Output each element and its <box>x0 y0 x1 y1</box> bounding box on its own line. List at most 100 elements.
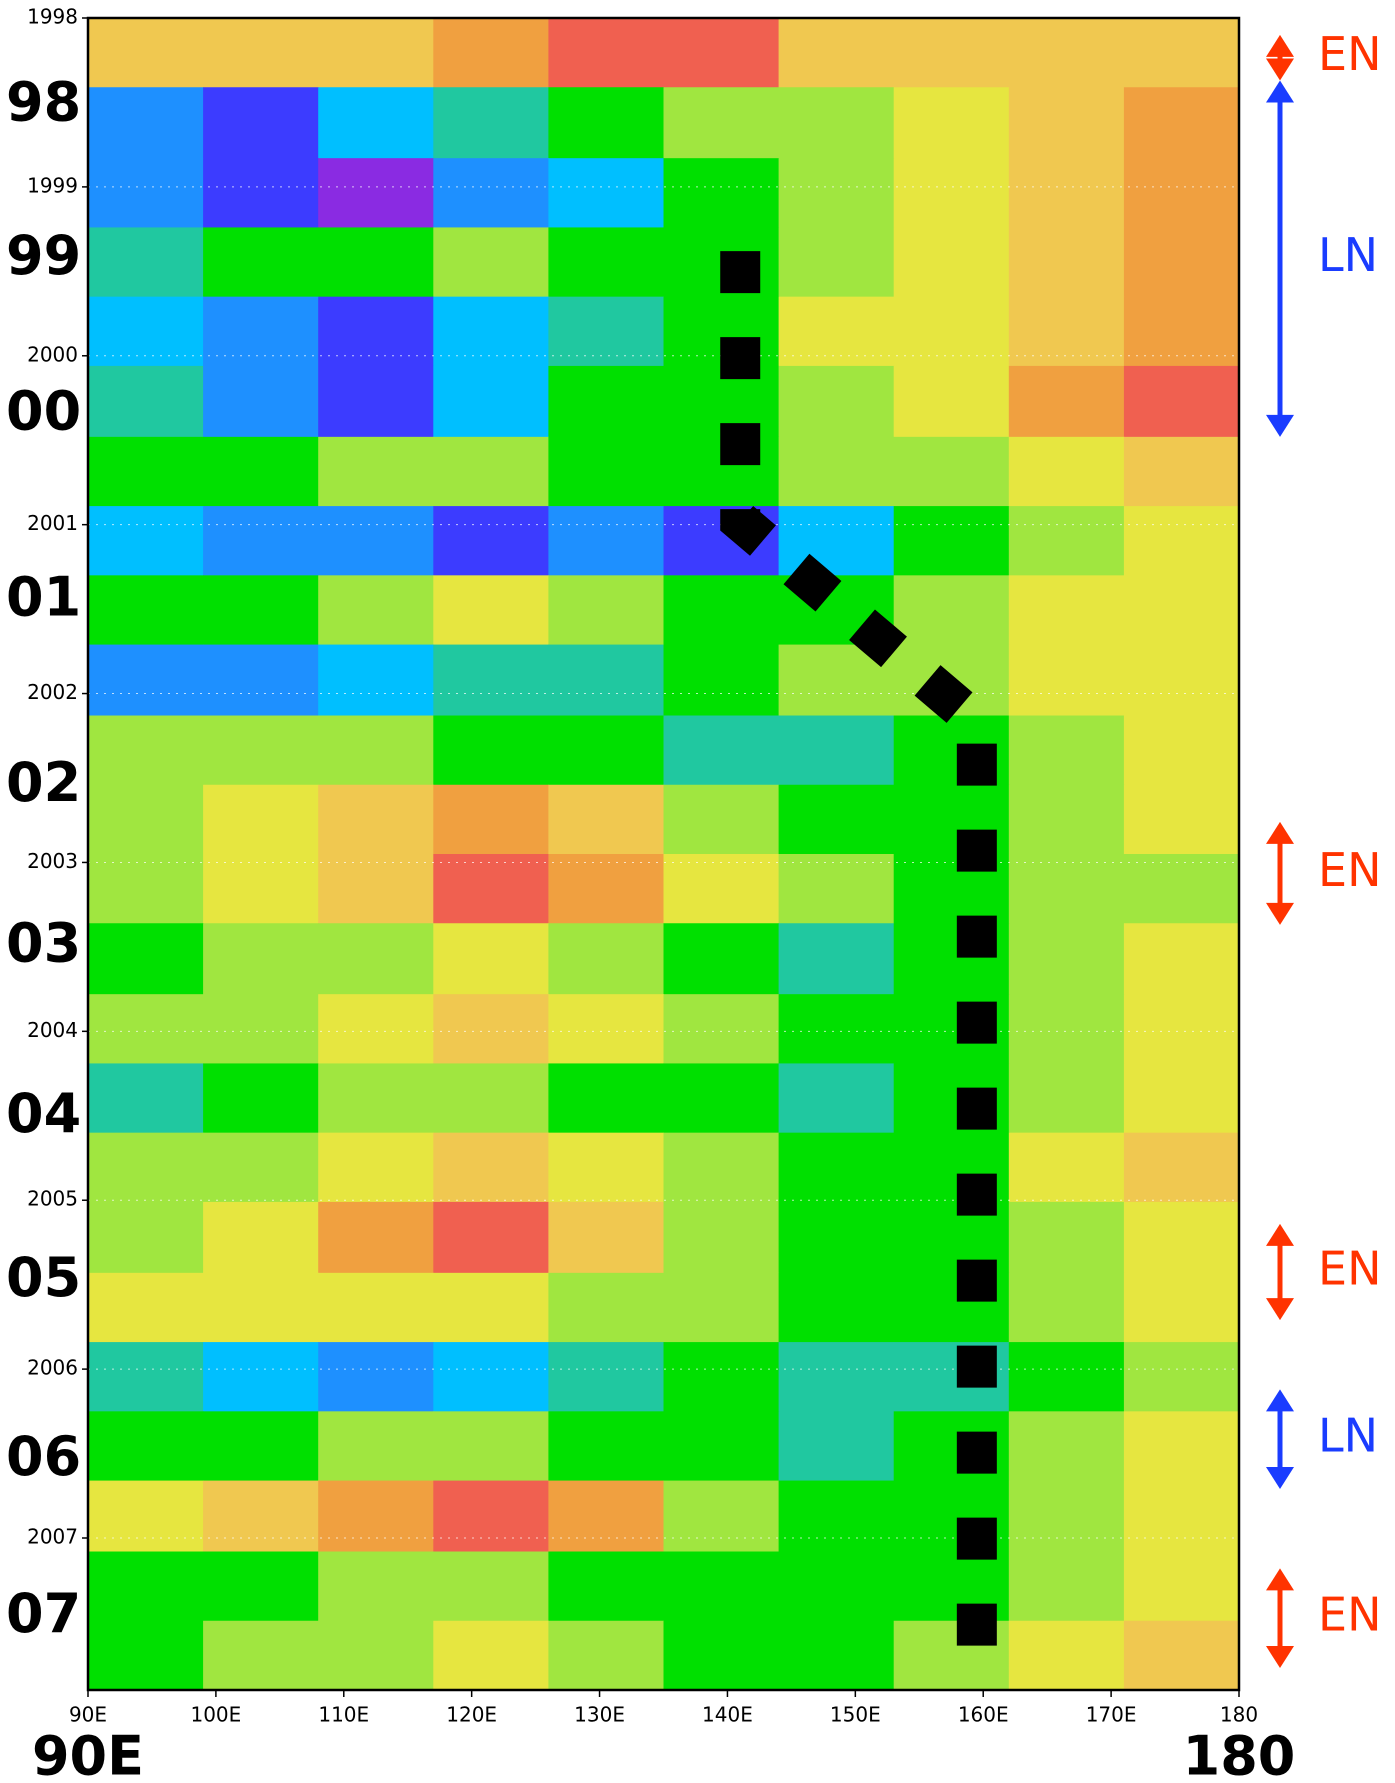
heat-cell <box>893 296 1010 367</box>
heat-cell <box>1008 854 1125 924</box>
heat-cell <box>203 1480 319 1553</box>
heat-cell <box>203 87 319 159</box>
heat-cell <box>1123 575 1240 646</box>
heat-cell <box>893 87 1010 159</box>
heat-cell <box>548 1342 664 1412</box>
heat-cell <box>318 296 434 367</box>
heat-cell <box>1123 1620 1240 1691</box>
heat-cell <box>1008 1063 1125 1134</box>
heat-cell <box>88 715 204 786</box>
heat-cell <box>893 18 1010 88</box>
plot-frame <box>86 16 1241 1692</box>
y-tick-label: 2005 <box>27 1187 78 1211</box>
heat-cell <box>663 1342 780 1412</box>
heat-cell <box>318 1480 434 1553</box>
heat-cell <box>88 1201 204 1274</box>
heat-cell <box>893 575 1010 646</box>
heat-cell <box>433 1342 549 1412</box>
heat-cell <box>88 994 204 1064</box>
heat-cell <box>663 1272 780 1343</box>
heat-cell <box>203 784 319 855</box>
heat-cell <box>548 1620 664 1691</box>
x-tick-label: 160E <box>958 1703 1009 1727</box>
heat-cell <box>778 1063 895 1134</box>
heat-cell <box>433 575 549 646</box>
heat-cell <box>548 784 664 855</box>
x-tick-label: 180 <box>1220 1703 1258 1727</box>
heat-cell <box>1123 784 1240 855</box>
heat-cell <box>433 1620 549 1691</box>
heat-cell <box>1008 1411 1125 1482</box>
arrow-head <box>1266 1568 1294 1591</box>
heat-cell <box>1123 1201 1240 1274</box>
heat-cell <box>203 227 319 298</box>
y-tick-label: 2006 <box>27 1356 78 1380</box>
heat-cell <box>318 575 434 646</box>
heat-cell <box>88 296 204 367</box>
year-label: 00 <box>6 380 81 443</box>
arrow-head <box>1266 1646 1294 1669</box>
heat-cell <box>433 296 549 367</box>
heat-cell <box>203 575 319 646</box>
heat-cell <box>318 506 434 576</box>
heat-cell <box>663 715 780 786</box>
heat-cell <box>318 1132 434 1203</box>
heat-cell <box>1123 227 1240 298</box>
heat-cell <box>1008 87 1125 159</box>
heat-cell <box>88 1132 204 1203</box>
heat-cell <box>433 158 549 228</box>
arrow-head <box>1266 902 1294 925</box>
heat-cell <box>663 1411 780 1482</box>
heat-cell <box>778 1272 895 1343</box>
heat-cell <box>778 1132 895 1203</box>
heat-cell <box>1123 365 1240 438</box>
x-tick-label: 140E <box>702 1703 753 1727</box>
heat-cell <box>203 1132 319 1203</box>
heat-cell <box>203 715 319 786</box>
heat-cell <box>778 87 895 159</box>
heat-cell <box>433 994 549 1064</box>
y-tick-label: 2007 <box>27 1525 78 1549</box>
heat-cell <box>1008 1480 1125 1553</box>
heat-cell <box>318 1551 434 1622</box>
x-tick-label: 170E <box>1086 1703 1137 1727</box>
heat-cell <box>663 1480 780 1553</box>
heat-cell <box>318 365 434 438</box>
heat-cell <box>433 18 549 88</box>
heat-cell <box>88 1620 204 1691</box>
heat-cell <box>1008 644 1125 717</box>
heat-cell <box>778 1411 895 1482</box>
heat-cell <box>663 1063 780 1134</box>
heat-cell <box>433 1132 549 1203</box>
heat-cell <box>433 1063 549 1134</box>
annotation-label: LN <box>1318 228 1378 282</box>
heat-cell <box>778 18 895 88</box>
heat-cell <box>318 227 434 298</box>
heat-cell <box>548 365 664 438</box>
heat-cell <box>663 18 780 88</box>
heat-cell <box>548 227 664 298</box>
heat-cell <box>1123 18 1240 88</box>
heat-cell <box>1008 715 1125 786</box>
year-label: 01 <box>6 565 81 628</box>
arrow-head <box>1266 1223 1294 1246</box>
heat-cell <box>1008 1342 1125 1412</box>
heat-cell <box>663 575 780 646</box>
heat-cell <box>778 923 895 995</box>
heat-cell <box>778 1342 895 1412</box>
heat-cell <box>318 1272 434 1343</box>
heat-cell <box>318 923 434 995</box>
x-tick-label: 90E <box>69 1703 107 1727</box>
heat-cell <box>778 854 895 924</box>
heat-cell <box>88 1063 204 1134</box>
heat-cell <box>88 227 204 298</box>
heat-cell <box>88 1411 204 1482</box>
heat-cell <box>203 644 319 717</box>
heat-cell <box>548 994 664 1064</box>
heat-cell <box>663 1132 780 1203</box>
x-tick-label: 100E <box>190 1703 241 1727</box>
annotation-label: EN <box>1318 843 1381 897</box>
heat-cell <box>778 994 895 1064</box>
heat-cell <box>548 1132 664 1203</box>
heat-cell <box>778 1201 895 1274</box>
